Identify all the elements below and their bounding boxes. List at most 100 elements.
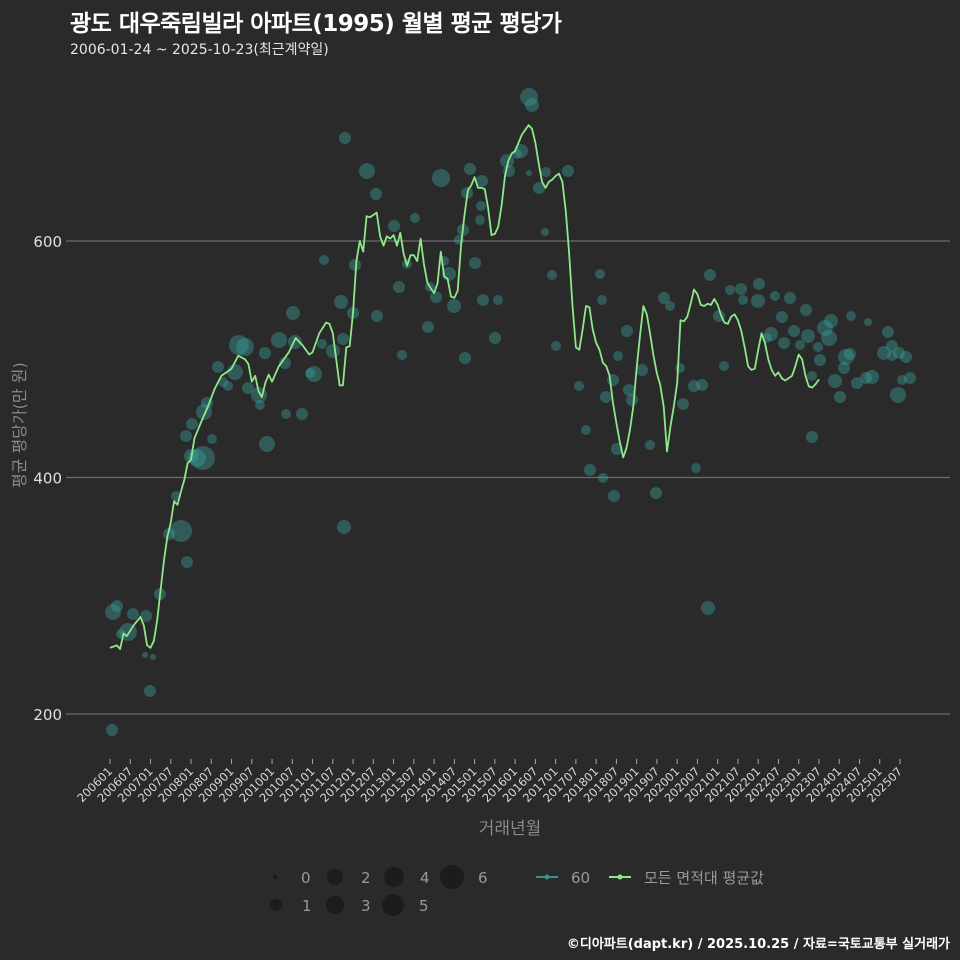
transaction-bubble — [223, 381, 233, 391]
transaction-bubble — [432, 169, 450, 187]
transaction-bubble — [801, 329, 815, 343]
transaction-bubble — [770, 291, 780, 301]
transaction-bubble — [370, 188, 382, 200]
legend-size-symbol — [384, 867, 404, 887]
transaction-bubble — [349, 259, 361, 271]
transaction-bubble — [393, 281, 405, 293]
transaction-bubble — [658, 292, 670, 304]
legend-size-label: 4 — [420, 869, 430, 887]
y-axis-ticks: 200 400 600 — [33, 233, 62, 724]
transaction-bubble — [623, 384, 635, 396]
transaction-bubble — [541, 228, 549, 236]
transaction-bubble — [821, 330, 837, 346]
transaction-bubble — [824, 314, 838, 328]
transaction-bubble — [562, 165, 574, 177]
transaction-bubble — [677, 398, 689, 410]
transaction-bubble — [186, 418, 198, 430]
transaction-bubble — [279, 357, 291, 369]
transaction-bubble — [665, 301, 675, 311]
transaction-bubble — [371, 310, 383, 322]
transaction-bubble — [584, 464, 596, 476]
transaction-bubble — [236, 338, 254, 356]
transaction-bubble — [645, 440, 655, 450]
transaction-bubble — [704, 269, 716, 281]
transaction-bubble — [144, 685, 156, 697]
transaction-bubble — [719, 361, 729, 371]
transaction-bubble — [828, 374, 842, 388]
transaction-bubble — [306, 366, 322, 382]
legend-size-symbol — [326, 896, 344, 914]
transaction-bubble — [111, 600, 123, 612]
transaction-bubble — [806, 431, 818, 443]
transaction-bubble — [851, 377, 863, 389]
transaction-bubble — [764, 327, 778, 341]
transaction-bubble — [838, 362, 850, 374]
transaction-bubble — [259, 347, 271, 359]
legend-size-label: 6 — [478, 869, 488, 887]
transaction-bubble — [813, 342, 823, 352]
transaction-bubble — [477, 294, 489, 306]
y-tick-label: 600 — [33, 233, 62, 251]
legend-size-label: 2 — [361, 869, 371, 887]
transaction-bubble — [180, 430, 192, 442]
legend-series-label: 모든 면적대 평균값 — [644, 869, 764, 887]
transaction-bubble — [778, 337, 790, 349]
transaction-bubble — [227, 364, 243, 380]
transaction-bubble — [142, 652, 148, 658]
transaction-bubble — [326, 344, 340, 358]
transaction-bubble — [493, 295, 503, 305]
transaction-bubble — [127, 608, 139, 620]
transaction-bubble — [212, 361, 224, 373]
transaction-bubble — [738, 295, 748, 305]
legend-size-symbol — [440, 865, 464, 889]
transaction-bubble — [181, 556, 193, 568]
transaction-bubble — [887, 351, 897, 361]
transaction-bubble — [776, 311, 788, 323]
transaction-bubble — [860, 372, 872, 384]
transaction-bubble — [541, 167, 551, 177]
chart-subtitle: 2006-01-24 ~ 2025-10-23(최근계약일) — [70, 42, 329, 58]
legend-size-label: 5 — [419, 897, 429, 915]
transaction-bubble — [751, 294, 765, 308]
transaction-bubble — [334, 295, 348, 309]
transaction-bubble — [464, 163, 476, 175]
transaction-bubble — [242, 382, 254, 394]
transaction-bubble — [281, 409, 291, 419]
legend-size-label: 3 — [361, 897, 371, 915]
y-tick-label: 200 — [33, 706, 62, 724]
chart-title: 광도 대우죽림빌라 아파트(1995) 월별 평균 평당가 — [70, 11, 562, 37]
transaction-bubble — [897, 375, 907, 385]
legend-size-label: 1 — [302, 897, 312, 915]
transaction-bubble — [140, 610, 152, 622]
transaction-bubble — [636, 364, 648, 376]
transaction-bubble — [476, 201, 486, 211]
transaction-bubble — [834, 391, 846, 403]
legend-size-symbol — [327, 869, 343, 885]
transaction-bubble — [574, 381, 584, 391]
transaction-bubble — [359, 163, 375, 179]
transaction-bubble — [675, 363, 685, 373]
gridlines — [66, 240, 950, 715]
legend-size-symbol — [382, 894, 404, 916]
transaction-bubble — [105, 604, 121, 620]
transaction-bubble — [864, 318, 872, 326]
transaction-bubble — [581, 425, 591, 435]
transaction-bubble — [882, 326, 894, 338]
transaction-bubble — [286, 306, 300, 320]
transaction-bubble — [735, 283, 747, 295]
transaction-bubble — [595, 269, 605, 279]
transaction-bubble — [255, 400, 265, 410]
transaction-bubble — [271, 332, 287, 348]
transaction-bubble — [844, 348, 856, 360]
transaction-bubble — [600, 391, 612, 403]
transaction-bubble — [650, 487, 662, 499]
transaction-bubble — [447, 299, 461, 313]
transaction-bubble — [476, 175, 488, 187]
transaction-bubble — [106, 724, 118, 736]
transaction-bubble — [410, 213, 420, 223]
transaction-bubble — [339, 132, 351, 144]
legend-symbols: 0 1 2 3 4 5 6 60 모든 면적대 평균값 — [270, 865, 764, 916]
transaction-bubble — [838, 349, 854, 365]
transaction-bubble — [696, 379, 708, 391]
legend-size-symbol — [270, 899, 282, 911]
